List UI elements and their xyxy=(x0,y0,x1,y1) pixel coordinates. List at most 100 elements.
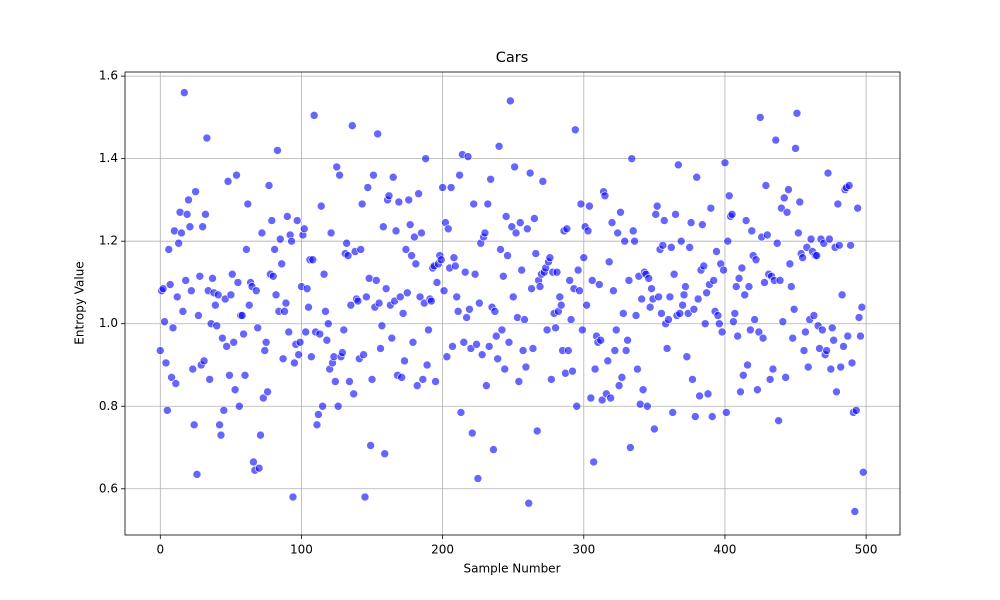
point xyxy=(562,224,572,234)
point xyxy=(617,373,627,382)
point xyxy=(339,325,349,335)
point xyxy=(315,329,325,339)
point xyxy=(851,406,861,415)
point xyxy=(698,220,707,229)
point xyxy=(314,410,323,419)
point xyxy=(751,255,761,265)
point xyxy=(723,236,733,246)
point xyxy=(715,319,724,329)
point xyxy=(278,354,288,364)
point xyxy=(259,393,268,403)
x-tick-label: 300 xyxy=(572,543,595,557)
point xyxy=(467,428,477,438)
point xyxy=(167,373,176,382)
point xyxy=(480,228,490,238)
point xyxy=(170,226,179,236)
point xyxy=(788,333,798,343)
point xyxy=(411,259,421,269)
point xyxy=(662,344,672,353)
point xyxy=(175,208,185,217)
point xyxy=(251,286,261,296)
point xyxy=(275,234,285,244)
point xyxy=(825,234,834,244)
point xyxy=(242,245,251,254)
point xyxy=(256,430,265,440)
point xyxy=(257,228,267,238)
point xyxy=(465,304,474,314)
point xyxy=(494,141,504,151)
point xyxy=(547,375,556,384)
point xyxy=(192,470,202,479)
point xyxy=(572,401,582,411)
grid-layer xyxy=(125,72,900,535)
point xyxy=(312,420,322,430)
point xyxy=(410,232,419,242)
point xyxy=(750,315,759,324)
point xyxy=(535,282,545,291)
point xyxy=(442,352,452,362)
point xyxy=(158,284,168,293)
point xyxy=(391,226,401,236)
point xyxy=(233,278,243,287)
point xyxy=(607,218,617,227)
point xyxy=(729,317,738,326)
point xyxy=(264,181,274,190)
point xyxy=(309,111,319,120)
point xyxy=(561,368,570,378)
point xyxy=(164,245,174,254)
x-axis-label: Sample Number xyxy=(463,562,560,576)
point xyxy=(589,457,598,467)
point xyxy=(376,344,385,353)
point xyxy=(431,377,440,386)
point xyxy=(571,125,580,135)
point xyxy=(659,216,669,225)
point xyxy=(470,269,480,279)
point xyxy=(664,315,673,324)
point xyxy=(270,245,279,254)
point xyxy=(295,337,305,347)
point xyxy=(689,304,699,314)
point xyxy=(801,327,810,337)
point xyxy=(685,243,694,252)
point xyxy=(782,208,792,217)
point xyxy=(506,96,515,106)
point xyxy=(674,160,683,170)
point xyxy=(349,389,358,399)
point xyxy=(422,360,432,370)
point xyxy=(669,269,679,279)
point xyxy=(237,311,247,320)
point xyxy=(398,309,408,318)
point xyxy=(418,375,428,384)
point xyxy=(784,185,793,194)
point xyxy=(834,241,844,250)
point xyxy=(630,236,639,246)
point xyxy=(665,292,675,302)
point xyxy=(239,329,248,339)
point xyxy=(261,337,271,347)
point xyxy=(597,395,607,405)
point xyxy=(836,362,846,372)
y-tick-label: 0.6 xyxy=(99,481,118,495)
point xyxy=(307,352,316,362)
point xyxy=(621,346,631,355)
point xyxy=(187,286,196,296)
point xyxy=(619,309,628,318)
point xyxy=(185,222,195,232)
point xyxy=(829,335,838,345)
point xyxy=(722,408,731,417)
y-tick-label: 0.8 xyxy=(99,399,118,413)
point xyxy=(304,302,313,312)
point xyxy=(497,325,507,335)
point xyxy=(520,315,529,324)
point xyxy=(823,168,833,178)
point xyxy=(626,443,635,452)
y-tick-label: 1.0 xyxy=(99,316,118,330)
point xyxy=(727,210,737,219)
point xyxy=(743,360,752,370)
point xyxy=(702,288,711,298)
point xyxy=(724,191,734,201)
point xyxy=(432,278,442,287)
point xyxy=(343,251,353,260)
point xyxy=(765,375,775,384)
point xyxy=(789,304,799,314)
